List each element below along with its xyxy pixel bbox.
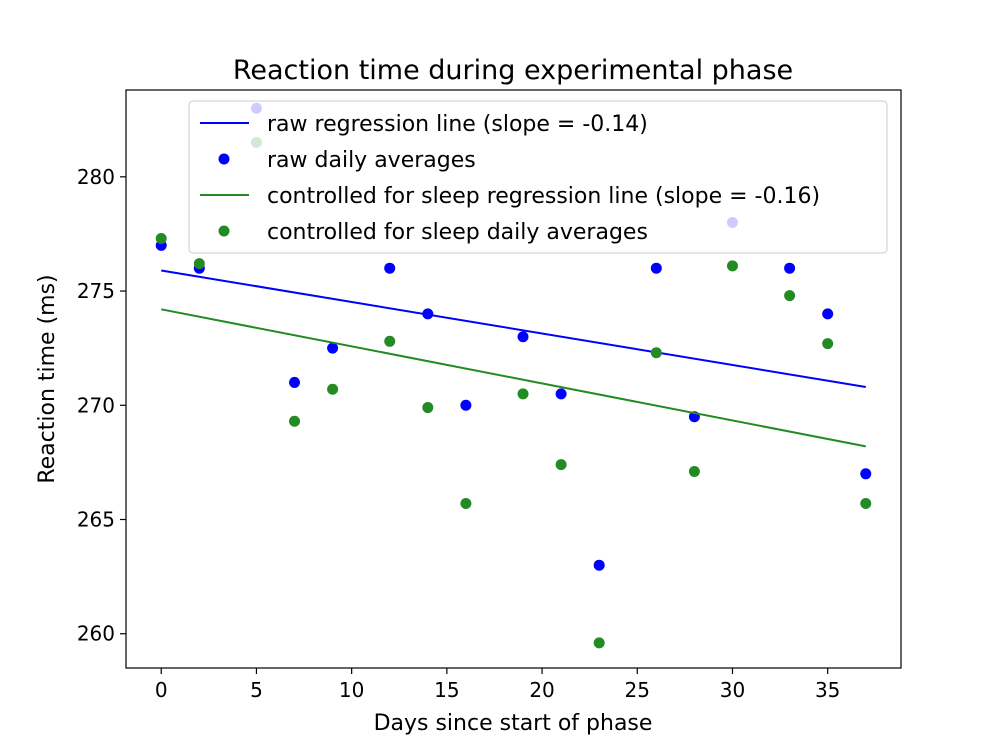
x-axis-label: Days since start of phase [374,711,653,736]
data-point-1 [384,262,396,274]
regression-line-2 [161,308,866,448]
x-tick-label: 35 [815,678,840,702]
data-point-3 [860,498,872,510]
legend-label: raw regression line (slope = -0.14) [267,112,648,137]
data-point-1 [460,399,472,411]
data-point-3 [650,347,662,359]
data-point-3 [193,258,205,270]
y-tick-label: 270 [77,393,115,417]
data-point-1 [289,376,301,388]
data-point-3 [155,232,167,244]
x-tick-label: 0 [155,678,168,702]
y-tick-label: 265 [77,508,115,532]
data-point-1 [593,559,605,571]
x-tick-label: 10 [339,678,364,702]
data-point-3 [289,415,301,427]
data-point-3 [517,388,529,400]
legend-marker-swatch [218,153,230,165]
data-point-1 [517,331,529,343]
data-point-3 [822,338,834,350]
data-point-1 [784,262,796,274]
y-tick-label: 280 [77,165,115,189]
axes: 0 5 10 15 20 25 30 35 260 265 270 275 280 [77,89,902,702]
legend-label: controlled for sleep daily averages [267,220,648,245]
x-tick-label: 5 [250,678,263,702]
data-point-1 [555,388,567,400]
data-point-3 [784,290,796,302]
data-point-1 [822,308,834,320]
legend-box [188,100,888,254]
data-point-3 [688,466,700,478]
data-point-3 [327,383,339,395]
data-point-3 [726,260,738,272]
x-tick-label: 30 [720,678,745,702]
data-point-3 [422,402,434,414]
y-axis-label: Reaction time (ms) [35,274,60,483]
data-point-1 [327,342,339,354]
data-point-3 [555,459,567,471]
regression-line-0 [161,269,866,388]
y-tick-label: 275 [77,279,115,303]
data-point-3 [593,637,605,649]
y-tick-label: 260 [77,622,115,646]
data-point-3 [384,335,396,347]
x-tick-label: 20 [529,678,554,702]
legend-marker-swatch [218,225,230,237]
chart-title: Reaction time during experimental phase [233,55,793,86]
legend-label: controlled for sleep regression line (sl… [267,184,820,209]
legend-label: raw daily averages [267,148,476,173]
data-point-1 [422,308,434,320]
legend: raw regression line (slope = -0.14) raw d… [188,100,888,254]
plot-frame [125,89,902,669]
x-tick-label: 15 [434,678,459,702]
data-point-1 [650,262,662,274]
data-point-3 [460,498,472,510]
x-tick-label: 25 [625,678,650,702]
data-point-1 [860,468,872,480]
